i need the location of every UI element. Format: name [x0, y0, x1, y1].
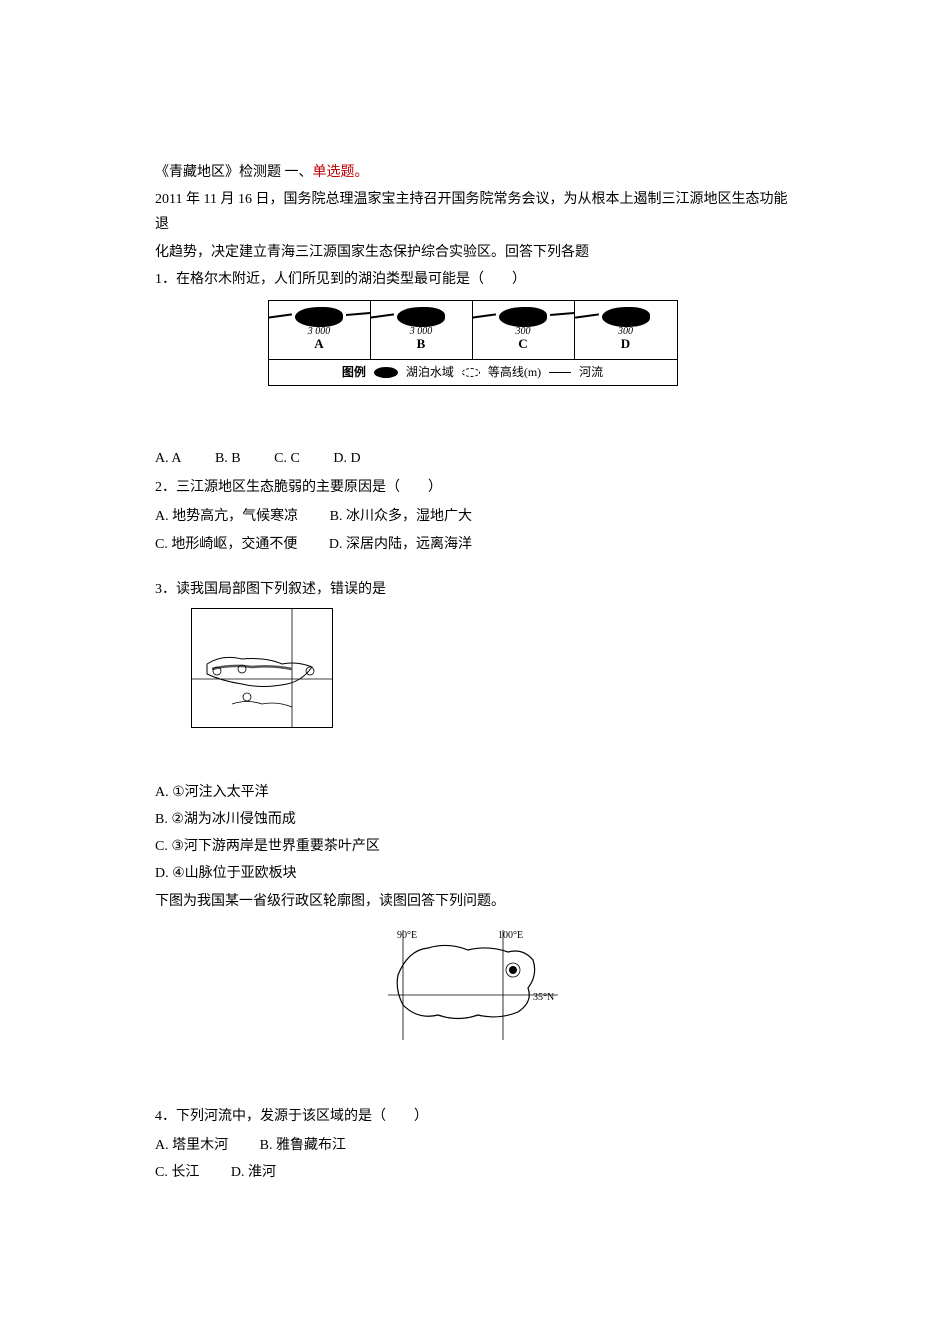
q2-option-b: B. 冰川众多，湿地广大 — [330, 504, 472, 529]
map-svg — [192, 609, 332, 727]
q1-option-c: C. C — [274, 446, 300, 471]
legend-lake-text: 湖泊水域 — [406, 362, 454, 384]
title-text: 《青藏地区》检测题 一、 — [155, 165, 313, 180]
q1-options: A. A B. B C. C D. D — [155, 446, 790, 471]
lat-label: 35°N — [533, 992, 554, 1003]
diagram-box: 3 000 A 3 000 B 300 C — [268, 300, 678, 386]
elevation-c: 300 — [516, 323, 531, 341]
q3-option-b: B. ②湖为冰川侵蚀而成 — [155, 807, 790, 832]
river-line — [346, 312, 370, 316]
diagram-cell-d: 300 D — [575, 301, 677, 359]
q4-option-a: A. 塔里木河 — [155, 1133, 228, 1158]
legend-contour-icon — [462, 368, 480, 377]
intro-line-2: 化趋势，决定建立青海三江源国家生态保护综合实验区。回答下列各题 — [155, 240, 790, 265]
q4-option-d: D. 淮河 — [231, 1160, 276, 1185]
q4-option-b: B. 雅鲁藏布江 — [260, 1133, 346, 1158]
legend-label: 图例 — [342, 362, 366, 384]
q1-option-d: D. D — [333, 446, 360, 471]
q1-option-a: A. A — [155, 446, 181, 471]
q2-option-a: A. 地势高亢，气候寒凉 — [155, 504, 298, 529]
q3-block: 3．读我国局部图下列叙述，错误的是 — [155, 577, 790, 728]
q4-options-row2: C. 长江 D. 淮河 — [155, 1160, 790, 1185]
q3-text: 3．读我国局部图下列叙述，错误的是 — [155, 577, 790, 602]
q3-option-c: C. ③河下游两岸是世界重要茶叶产区 — [155, 834, 790, 859]
lon1-label: 90°E — [397, 930, 417, 941]
q3-option-a: A. ①河注入太平洋 — [155, 780, 790, 805]
q1-text: 1．在格尔木附近，人们所见到的湖泊类型最可能是（ ） — [155, 267, 790, 292]
spacer — [155, 402, 790, 422]
q1-option-b: B. B — [215, 446, 241, 471]
legend-contour-text: 等高线(m) — [488, 362, 541, 384]
q2-text: 2．三江源地区生态脆弱的主要原因是（ ） — [155, 475, 790, 500]
page-title: 《青藏地区》检测题 一、单选题。 — [155, 160, 790, 185]
q2-option-c: C. 地形崎岖，交通不便 — [155, 532, 297, 557]
q4-block: 4．下列河流中，发源于该区域的是（ ） A. 塔里木河 B. 雅鲁藏布江 C. … — [155, 1104, 790, 1186]
q4-text: 4．下列河流中，发源于该区域的是（ ） — [155, 1104, 790, 1129]
river-line — [268, 313, 292, 318]
spacer — [155, 740, 790, 780]
legend-river-icon — [549, 372, 571, 373]
lon2-label: 100°E — [498, 930, 523, 941]
q4-options-row1: A. 塔里木河 B. 雅鲁藏布江 — [155, 1133, 790, 1158]
legend-lake-icon — [374, 367, 398, 378]
q4-option-c: C. 长江 — [155, 1160, 199, 1185]
spacer — [155, 559, 790, 575]
river-line — [575, 313, 599, 318]
title-section: 单选题。 — [313, 165, 369, 180]
diagram-cell-b: 3 000 B — [371, 301, 473, 359]
river-line — [370, 313, 394, 318]
province-map-svg: 90°E 100°E 35°N — [373, 920, 573, 1050]
q1-diagram: 3 000 A 3 000 B 300 C — [155, 300, 790, 386]
diagram-cells-row: 3 000 A 3 000 B 300 C — [269, 301, 677, 359]
q3-followup: 下图为我国某一省级行政区轮廓图，读图回答下列问题。 — [155, 889, 790, 914]
elevation-b: 3 000 — [410, 323, 433, 341]
intro-line-1: 2011 年 11 月 16 日，国务院总理温家宝主持召开国务院常务会议，为从根… — [155, 187, 790, 237]
elevation-d: 300 — [618, 323, 633, 341]
river-line — [472, 313, 496, 318]
q3-option-d: D. ④山脉位于亚欧板块 — [155, 861, 790, 886]
diagram-cell-a: 3 000 A — [269, 301, 371, 359]
diagram-cell-c: 300 C — [473, 301, 575, 359]
legend-river-text: 河流 — [579, 362, 603, 384]
q4-map: 90°E 100°E 35°N — [373, 920, 573, 1050]
q2-options-row2: C. 地形崎岖，交通不便 D. 深居内陆，远离海洋 — [155, 532, 790, 557]
q2-option-d: D. 深居内陆，远离海洋 — [329, 532, 472, 557]
q2-block: 2．三江源地区生态脆弱的主要原因是（ ） A. 地势高亢，气候寒凉 B. 冰川众… — [155, 475, 790, 557]
river-line — [550, 312, 574, 316]
diagram-legend: 图例 湖泊水域 等高线(m) 河流 — [269, 359, 677, 385]
spacer — [155, 1062, 790, 1102]
elevation-a: 3 000 — [308, 323, 331, 341]
q2-options-row1: A. 地势高亢，气候寒凉 B. 冰川众多，湿地广大 — [155, 504, 790, 529]
q3-map — [191, 608, 333, 728]
